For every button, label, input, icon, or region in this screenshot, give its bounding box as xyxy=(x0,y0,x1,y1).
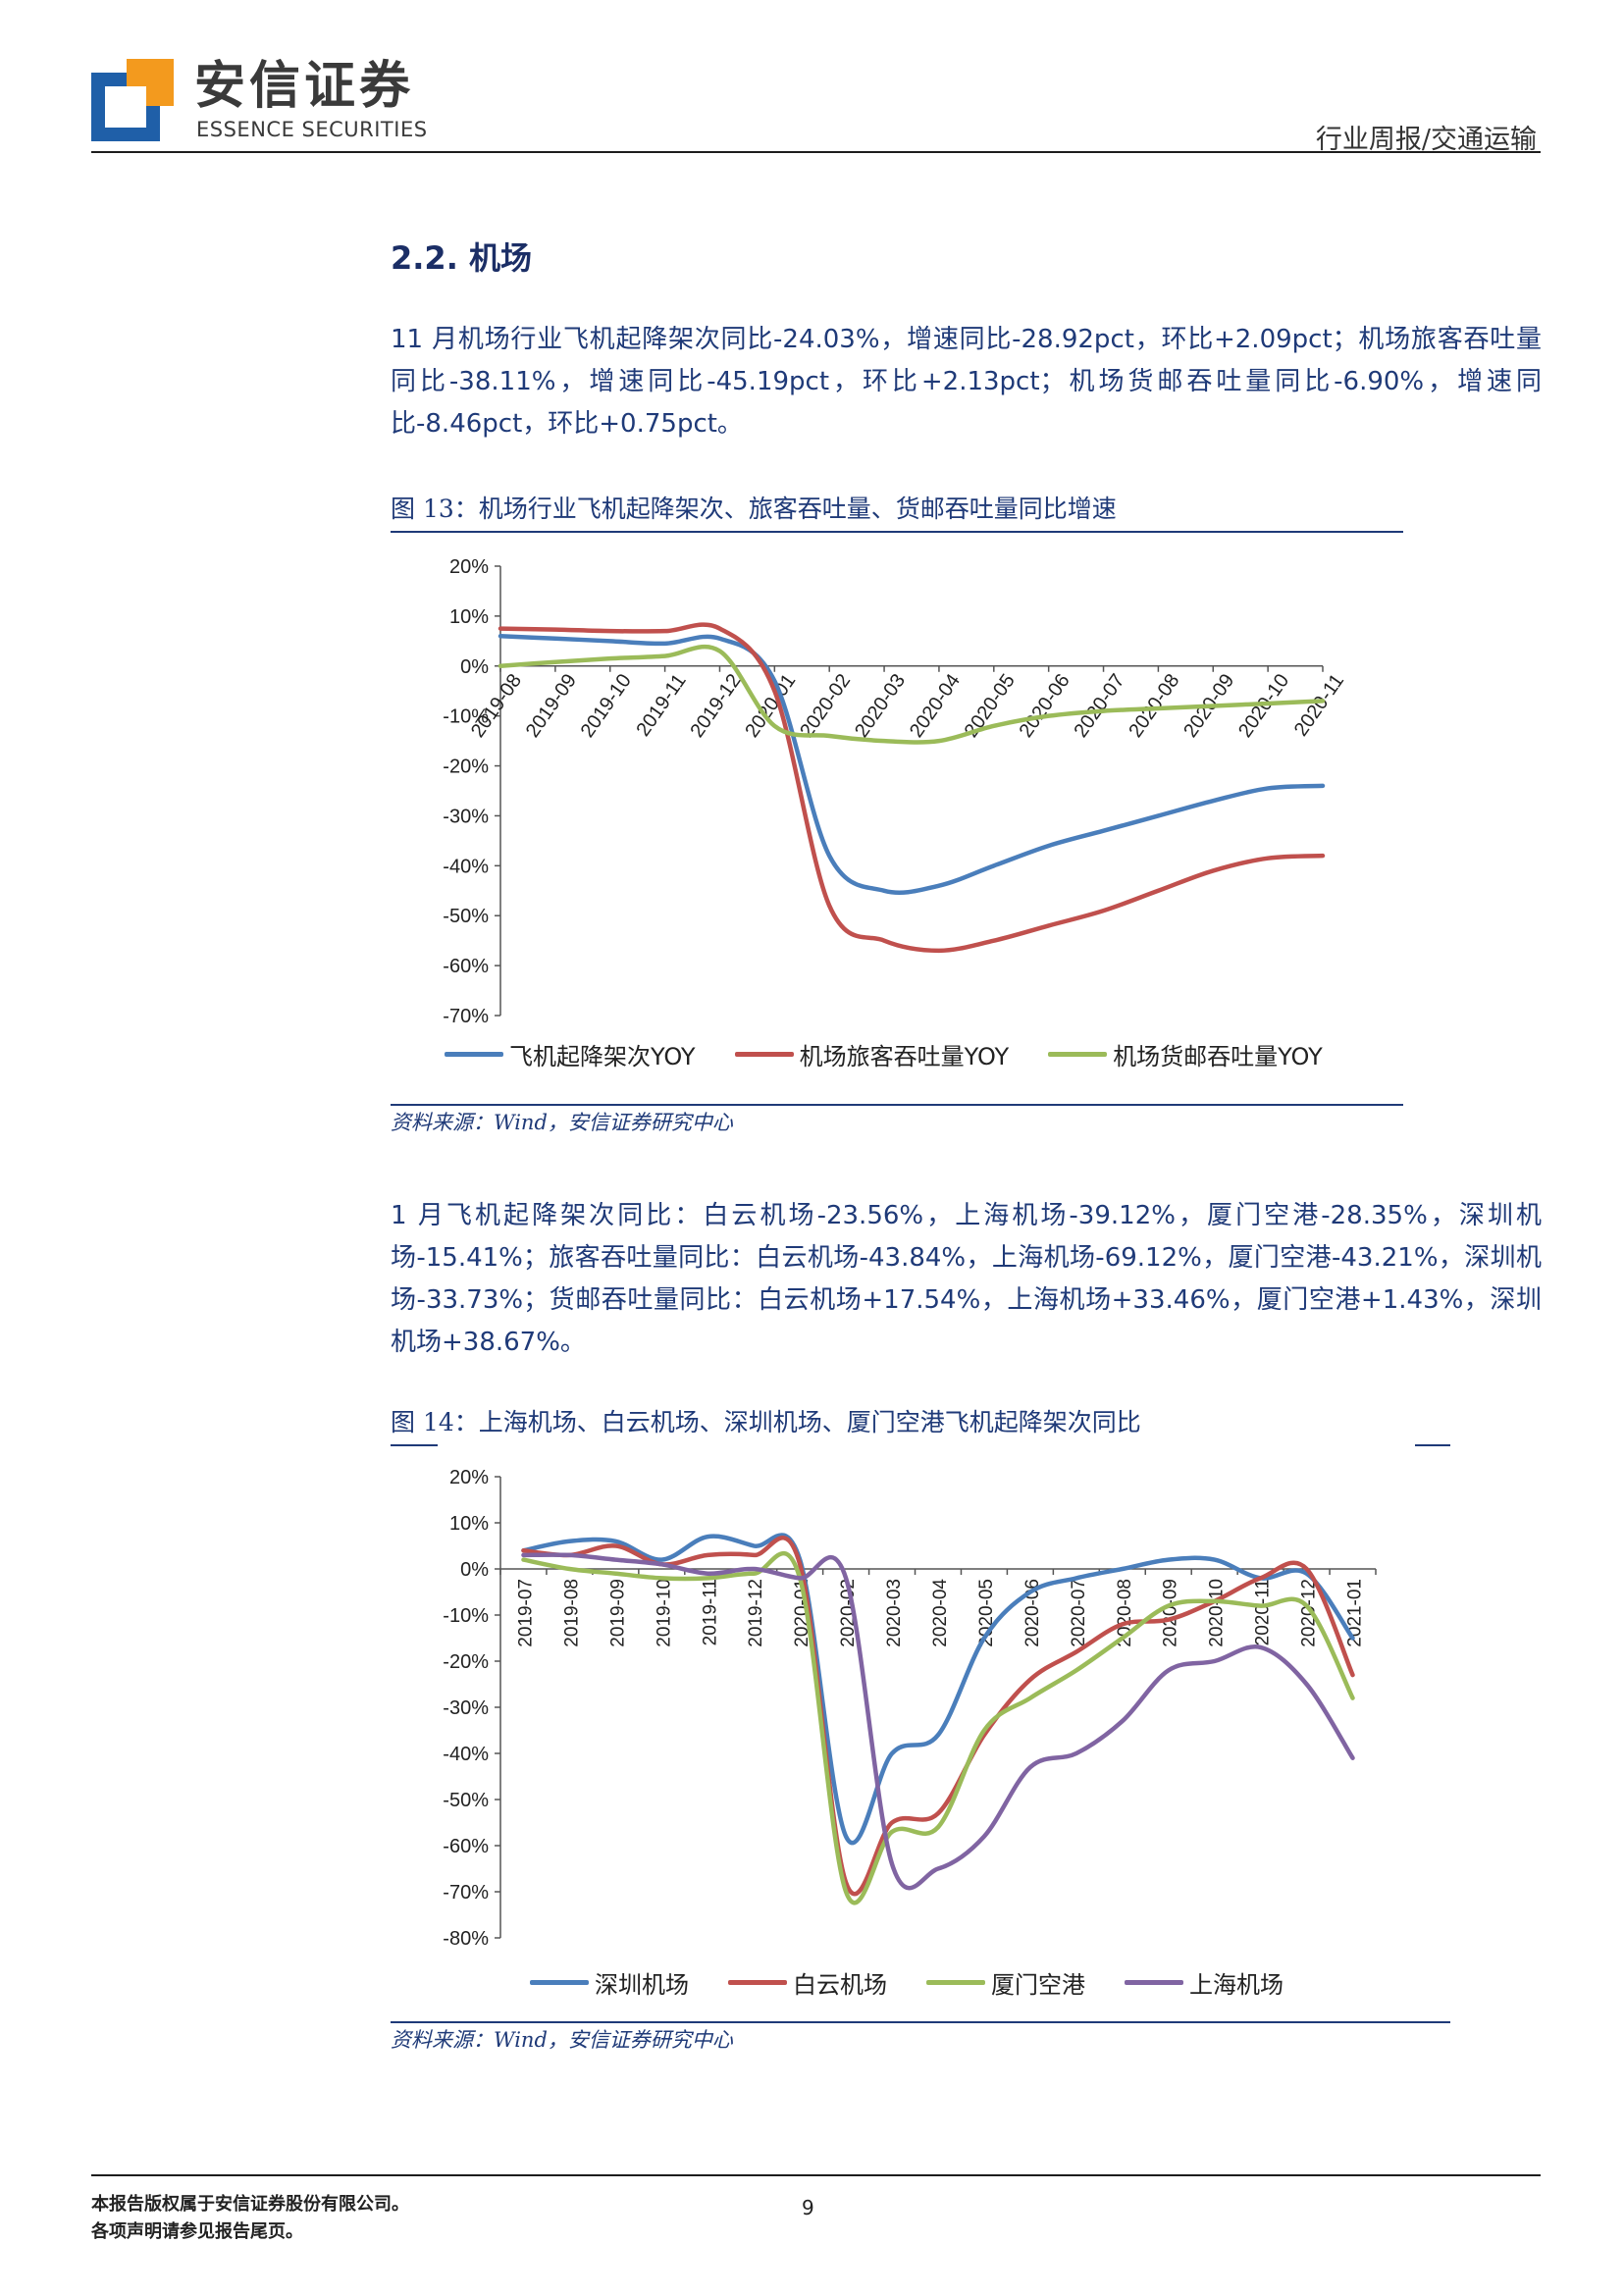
legend-item: 机场货邮吞吐量YOY xyxy=(1048,1037,1323,1071)
y-tick-label: -50% xyxy=(443,1790,489,1811)
y-tick-label: 20% xyxy=(449,556,489,578)
paragraph-airport-summary: 11 月机场行业飞机起降架次同比-24.03%，增速同比-28.92pct，环比… xyxy=(391,325,1542,439)
page-number: 9 xyxy=(802,2196,814,2219)
legend-item: 机场旅客吞吐量YOY xyxy=(734,1037,1010,1071)
legend-label: 飞机起降架次YOY xyxy=(509,1043,696,1070)
figure-13-top-rule xyxy=(391,531,1403,533)
y-tick-label: -80% xyxy=(443,1928,489,1950)
x-tick-label: 2020-11 xyxy=(1290,670,1348,741)
figure-14-top-rule-left xyxy=(391,1444,438,1446)
figure-14-source: 资料来源：Wind，安信证券研究中心 xyxy=(391,2028,733,2052)
y-tick-label: -70% xyxy=(443,1006,489,1027)
x-tick-label: 2020-06 xyxy=(1016,670,1074,742)
figure-14-top-rule-right xyxy=(1415,1444,1450,1446)
brand-name-en: ESSENCE SECURITIES xyxy=(196,118,428,141)
legend-label: 上海机场 xyxy=(1189,1971,1283,1999)
series-line xyxy=(521,1533,1355,1846)
header-divider xyxy=(91,151,1541,153)
x-tick-label: 2020-04 xyxy=(930,1579,951,1647)
series-line xyxy=(498,622,1326,954)
series-line xyxy=(521,1552,1355,1891)
y-tick-label: 10% xyxy=(449,1513,489,1535)
y-tick-label: -10% xyxy=(443,1605,489,1627)
x-tick-label: 2019-10 xyxy=(577,670,636,742)
y-tick-label: -60% xyxy=(443,956,489,977)
x-tick-label: 2021-01 xyxy=(1345,1579,1366,1647)
legend-item: 深圳机场 xyxy=(530,1965,689,2000)
figure-14-svg: 20% 10% 0% -10% -20% -30% -40% -50% -60% -70% -80%… xyxy=(443,1467,1377,1950)
x-tick-label: 2020-02 xyxy=(838,1579,859,1647)
y-tick-label: 10% xyxy=(449,606,489,628)
y-tick-label: -40% xyxy=(443,856,489,877)
series-line xyxy=(498,644,1326,745)
legend-label: 厦门空港 xyxy=(991,1971,1085,1999)
x-tick-label: 2019-09 xyxy=(522,670,581,742)
figure-13-chart: 20% 10% 0% -10% -20% -30% -40% -50% -60% -70% 2019… xyxy=(391,545,1403,1074)
x-tick-label: 2020-11 xyxy=(1253,1579,1274,1645)
figure-13-legend: 飞机起降架次YOY 机场旅客吞吐量YOY 机场货邮吞吐量YOY xyxy=(445,1037,1323,1071)
report-type: 行业周报/交通运输 xyxy=(1315,125,1537,155)
y-tick-label: 0% xyxy=(460,1559,489,1581)
x-tick-label: 2019-07 xyxy=(515,1579,536,1647)
company-logo xyxy=(91,59,174,141)
x-tick-label: 2020-09 xyxy=(1161,1579,1181,1647)
legend-label: 深圳机场 xyxy=(595,1971,689,1999)
figure-13-svg: 20% 10% 0% -10% -20% -30% -40% -50% -60% -70% 2019… xyxy=(443,556,1348,1027)
figure-13-bottom-rule xyxy=(391,1104,1403,1106)
x-tick-label: 2019-11 xyxy=(632,670,690,741)
x-tick-label: 2020-07 xyxy=(1069,1579,1089,1647)
x-tick-label: 2019-11 xyxy=(700,1579,720,1645)
footer-copyright: 本报告版权属于安信证券股份有限公司。 xyxy=(91,2194,409,2215)
x-tick-label: 2019-10 xyxy=(654,1579,674,1647)
y-tick-label: 0% xyxy=(460,656,489,678)
y-tick-label: -40% xyxy=(443,1744,489,1765)
brand-name-cn: 安信证券 xyxy=(194,57,415,116)
figure-14-legend: 深圳机场 白云机场 厦门空港 上海机场 xyxy=(530,1965,1283,2000)
x-tick-label: 2020-10 xyxy=(1207,1579,1228,1647)
x-tick-label: 2020-03 xyxy=(884,1579,905,1647)
y-tick-label: -10% xyxy=(443,706,489,728)
x-tick-label: 2019-09 xyxy=(607,1579,628,1647)
legend-item: 上海机场 xyxy=(1125,1965,1283,2000)
x-tick-label: 2020-12 xyxy=(1299,1579,1320,1647)
series-line xyxy=(521,1550,1355,1905)
x-tick-label: 2020-02 xyxy=(796,670,855,742)
x-tick-label: 2019-08 xyxy=(561,1579,582,1647)
x-tick-label: 2020-03 xyxy=(851,670,910,742)
y-tick-label: -20% xyxy=(443,757,489,778)
series-line xyxy=(498,633,1326,895)
figure-13-source: 资料来源：Wind，安信证券研究中心 xyxy=(391,1111,733,1134)
figure-14-chart: 20% 10% 0% -10% -20% -30% -40% -50% -60% -70% -80%… xyxy=(391,1457,1450,2021)
y-tick-label: 20% xyxy=(449,1467,489,1488)
y-tick-label: -50% xyxy=(443,906,489,927)
y-tick-label: -70% xyxy=(443,1882,489,1904)
y-tick-label: -30% xyxy=(443,806,489,827)
y-tick-label: -60% xyxy=(443,1836,489,1857)
paragraph-airport-detail: 1 月飞机起降架次同比：白云机场-23.56%，上海机场-39.12%，厦门空港… xyxy=(391,1201,1542,1357)
x-tick-label: 2019-12 xyxy=(686,670,745,742)
legend-item: 厦门空港 xyxy=(926,1965,1085,2000)
figure-13-title: 图 13：机场行业飞机起降架次、旅客吞吐量、货邮吞吐量同比增速 xyxy=(391,495,1117,523)
legend-item: 白云机场 xyxy=(728,1965,887,2000)
footer-divider xyxy=(91,2174,1541,2176)
legend-label: 机场旅客吞吐量YOY xyxy=(799,1043,1010,1070)
x-tick-label: 2019-12 xyxy=(746,1579,766,1647)
legend-item: 飞机起降架次YOY xyxy=(445,1037,696,1071)
legend-label: 机场货邮吞吐量YOY xyxy=(1113,1043,1323,1070)
footer-disclaimer: 各项声明请参见报告尾页。 xyxy=(91,2221,303,2242)
x-tick-label: 2020-04 xyxy=(906,670,965,742)
y-tick-label: -20% xyxy=(443,1651,489,1673)
legend-label: 白云机场 xyxy=(793,1971,887,1999)
figure-14-bottom-rule xyxy=(391,2021,1450,2023)
x-tick-label: 2020-07 xyxy=(1071,670,1129,742)
y-tick-label: -30% xyxy=(443,1697,489,1719)
figure-14-title: 图 14：上海机场、白云机场、深圳机场、厦门空港飞机起降架次同比 xyxy=(391,1408,1141,1436)
section-title: 2.2. 机场 xyxy=(391,239,532,277)
